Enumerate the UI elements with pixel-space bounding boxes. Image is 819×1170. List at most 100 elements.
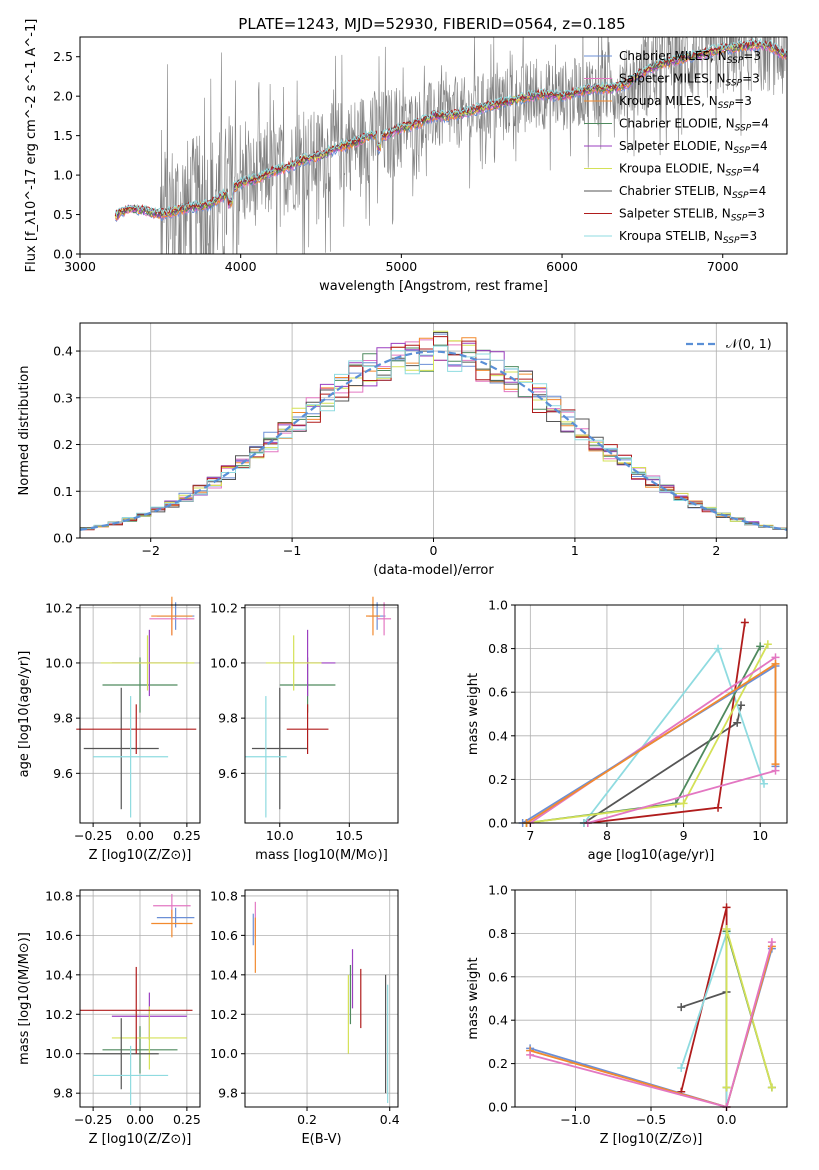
x-tick-label: 2 — [712, 543, 720, 558]
y-tick-label: 0.4 — [488, 728, 508, 743]
x-tick-label: 10 — [752, 828, 768, 843]
legend-model-name: Salpeter STELIB — [619, 207, 714, 221]
plot-area-residuals — [79, 330, 788, 531]
legend-entry: Chabrier MILES, NSSP=3 — [619, 49, 761, 66]
y-tick-label: 10.8 — [45, 888, 73, 903]
x-tick-label: −0.25 — [74, 828, 112, 843]
x-axis-label: Z [log10(Z/Z⊙)] — [89, 1132, 192, 1147]
panel-age-vs-mass: 10.0 10.5 9.6 9.8 10.0 10.2 mass [log10(M/M⊙)] — [210, 596, 399, 863]
legend-nssp-value: 3 — [749, 229, 757, 243]
panel-mass-weight-vs-z: −1.0 −0.5 0.0 0.0 0.2 0.4 0.6 0.8 1.0 Z [log10(Z/… — [466, 883, 788, 1147]
mass-weight-line — [529, 656, 777, 824]
x-tick-label: −2 — [141, 543, 159, 558]
x-tick-label: −0.25 — [74, 1112, 112, 1127]
histogram-step — [80, 336, 787, 531]
y-tick-label: 9.6 — [53, 766, 73, 781]
legend-nssp-value: 4 — [761, 117, 769, 131]
legend-nssp-prefix: , N — [701, 94, 718, 108]
legend-nssp-eq: = — [742, 162, 752, 176]
x-tick-label: 5000 — [385, 259, 417, 274]
legend-nssp-sub: SSP — [726, 169, 743, 179]
x-axis-label: Z [log10(Z/Z⊙)] — [600, 1132, 703, 1147]
y-tick-label: 0.2 — [488, 1056, 508, 1071]
panel-mass-weight-vs-age: 7 8 9 10 0.0 0.2 0.4 0.6 0.8 1.0 age [log10(age/yr… — [466, 598, 788, 863]
mass-weight-marker — [677, 1003, 686, 1012]
panel-mass-vs-ebv: 0.2 0.4 9.8 10.0 10.2 10.4 10.6 10.8 E(B-V) — [210, 888, 400, 1147]
mass-weight-marker — [756, 642, 765, 651]
axes-frame — [514, 604, 788, 824]
y-axis-label: age [log10(age/yr)] — [17, 651, 32, 778]
axes-frame — [244, 889, 399, 1108]
mass-weight-marker — [722, 1083, 731, 1092]
x-tick-label: 1 — [571, 543, 579, 558]
legend-nssp-sub: SSP — [727, 56, 744, 66]
y-tick-label: 10.2 — [210, 1007, 238, 1022]
legend-entry: Kroupa ELODIE, NSSP=4 — [619, 162, 760, 179]
y-tick-label: 1.0 — [488, 598, 508, 613]
y-axis-label: mass [log10(M/M⊙)] — [17, 932, 32, 1065]
y-tick-label: 10.0 — [210, 655, 238, 670]
legend-nssp-sub: SSP — [726, 79, 743, 89]
legend-nssp-value: 4 — [760, 139, 768, 153]
y-tick-label: 2.0 — [53, 89, 73, 104]
legend-nssp-eq: = — [739, 229, 749, 243]
y-tick-label: 9.8 — [218, 711, 238, 726]
x-tick-label: 3000 — [64, 259, 96, 274]
legend-nssp-eq: = — [742, 72, 752, 86]
y-tick-label: 10.4 — [210, 967, 238, 982]
mass-weight-marker — [763, 640, 772, 649]
legend-nssp-sub: SSP — [723, 236, 740, 246]
plot-area-mass-weight-vs-age — [518, 618, 780, 827]
mass-weight-marker — [760, 779, 769, 788]
y-tick-label: 1.0 — [488, 883, 508, 898]
mass-weight-marker — [767, 1083, 776, 1092]
x-tick-label: 10.0 — [266, 828, 294, 843]
y-tick-label: 0.2 — [488, 772, 508, 787]
legend-nssp-sub: SSP — [718, 101, 735, 111]
legend: Chabrier MILES, NSSP=3 Salpeter MILES, NS… — [584, 49, 769, 246]
legend-nssp-prefix: , N — [706, 229, 723, 243]
x-tick-label: −0.5 — [636, 1112, 666, 1127]
legend-nssp-value: 4 — [752, 162, 760, 176]
y-tick-label: 0.3 — [53, 390, 73, 405]
x-axis-label: Z [log10(Z/Z⊙)] — [89, 848, 192, 863]
mass-weight-marker — [714, 644, 723, 653]
plot-area-spectrum — [114, 37, 787, 254]
x-tick-label: 0.25 — [173, 828, 201, 843]
mass-weight-line — [526, 643, 769, 824]
legend-model-name: Salpeter ELODIE — [619, 139, 717, 153]
mass-weight-marker — [677, 1063, 686, 1072]
y-tick-label: 9.6 — [218, 766, 238, 781]
y-tick-label: 9.8 — [218, 1086, 238, 1101]
mass-weight-marker — [733, 718, 742, 727]
legend-nssp-eq: = — [750, 139, 760, 153]
y-tick-label: 10.0 — [45, 1046, 73, 1061]
legend-entry: Kroupa MILES, NSSP=3 — [619, 94, 752, 111]
legend-nssp-value: 3 — [757, 207, 765, 221]
legend-nssp-value: 4 — [759, 184, 767, 198]
mass-weight-marker — [771, 766, 780, 775]
legend-nssp-value: 3 — [752, 72, 760, 86]
axes-frame — [79, 36, 788, 255]
plot-area-mass-vs-z — [80, 893, 195, 1106]
legend-nssp-eq: = — [747, 207, 757, 221]
y-tick-label: 0.1 — [53, 484, 73, 499]
mass-weight-marker — [722, 903, 731, 912]
legend-nssp-eq: = — [734, 94, 744, 108]
panel-residuals: −2 −1 0 1 2 0.0 0.1 0.2 0.3 0.4 (data-model)/error… — [17, 322, 788, 578]
x-tick-label: 6000 — [546, 259, 578, 274]
y-tick-label: 10.4 — [45, 967, 73, 982]
x-tick-label: 9 — [680, 828, 688, 843]
y-tick-label: 0.0 — [488, 1100, 508, 1115]
mass-weight-marker — [722, 925, 731, 934]
legend-nssp-prefix: , N — [709, 162, 726, 176]
x-tick-label: 0.00 — [126, 828, 154, 843]
legend-entry: Salpeter MILES, NSSP=3 — [619, 72, 760, 89]
legend-model-name: Chabrier STELIB — [619, 184, 715, 198]
x-axis-label: wavelength [Angstrom, rest frame] — [319, 279, 548, 294]
y-axis-label: mass weight — [466, 673, 481, 755]
y-tick-label: 0.4 — [53, 344, 73, 359]
model-spectrum-line — [114, 39, 787, 217]
x-axis-label: mass [log10(M/M⊙)] — [255, 848, 388, 863]
